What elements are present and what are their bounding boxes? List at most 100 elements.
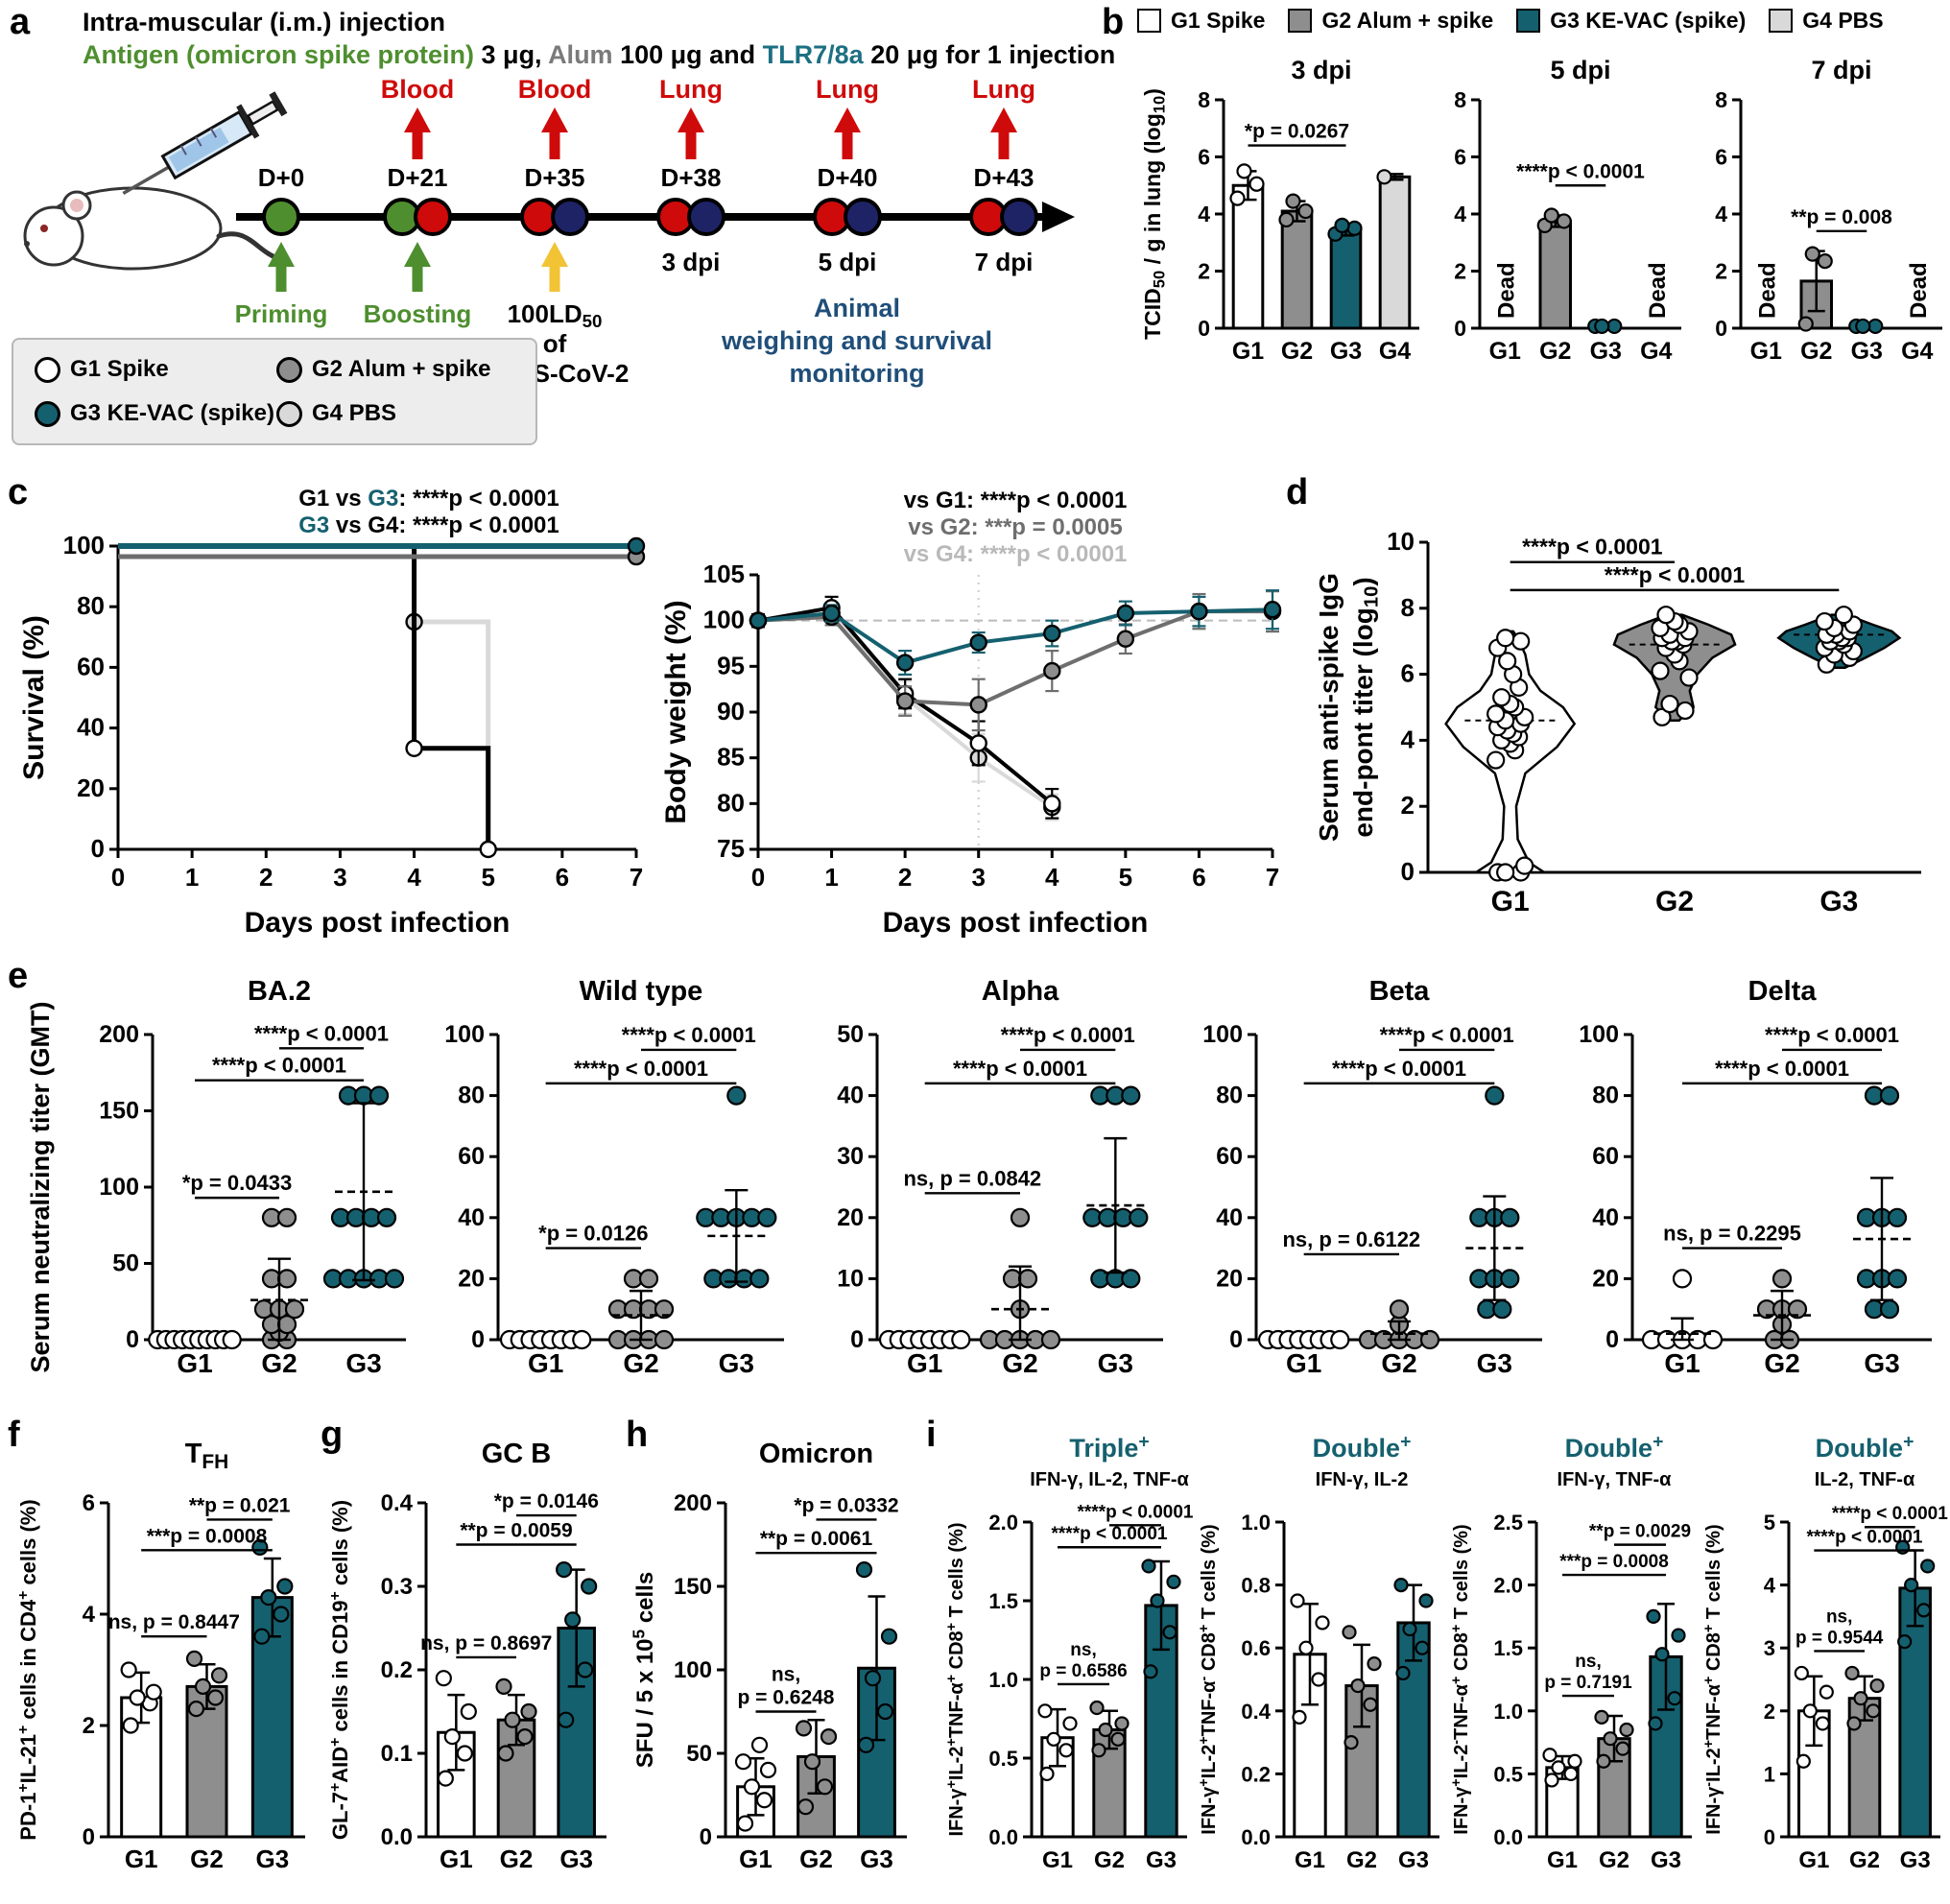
category-label: G2	[500, 1844, 534, 1873]
data-point	[855, 1561, 873, 1579]
bar-G3	[1329, 227, 1363, 330]
y-tick-label: 2.0	[1493, 1574, 1523, 1598]
sample-arrow-icon	[404, 107, 431, 132]
legend-swatch-icon	[1288, 9, 1313, 33]
chart-lung-titer-5dpi: 0 2 4 6 8 5 dpi Dead G1 G2 G3 Dead G4 ****p < 0.0001	[1432, 54, 1689, 374]
event-arrow-icon	[541, 242, 568, 267]
timeline-day-label: D+21	[388, 163, 448, 192]
category-label: G1	[907, 1348, 942, 1378]
series-G1 Spike	[118, 543, 491, 849]
y-tick-label: 100	[1202, 1021, 1243, 1048]
y-axis-label: end-pont titer (log10)	[1348, 577, 1383, 837]
y-tick-label: 3	[1764, 1636, 1775, 1660]
sample-label: Blood	[381, 75, 454, 104]
legend-swatch-icon	[1137, 9, 1161, 33]
category-label: G1	[1798, 1847, 1829, 1873]
timeline-day-label: D+0	[258, 163, 304, 192]
data-point	[1594, 318, 1610, 335]
data-point	[1853, 1691, 1868, 1706]
data-point	[222, 1329, 242, 1350]
significance-label: **p = 0.021	[189, 1494, 291, 1516]
series-marker	[1116, 630, 1135, 648]
heading-segment: 100 μg and	[612, 40, 763, 69]
data-point	[1017, 1269, 1038, 1289]
data-point	[1485, 1085, 1505, 1106]
series-marker	[749, 611, 768, 630]
y-axis-label: PD-1+IL-21+ cells in CD4+ cells (%)	[15, 1499, 40, 1840]
data-point	[456, 1745, 473, 1762]
significance-label: ns, p = 0.0842	[903, 1166, 1041, 1190]
data-point	[1486, 750, 1506, 770]
series-marker	[895, 692, 915, 710]
data-point	[1794, 1665, 1809, 1681]
data-point	[194, 1678, 212, 1695]
data-point	[1702, 1329, 1724, 1350]
data-point	[1887, 1269, 1908, 1289]
y-tick-label: 0.4	[1241, 1700, 1271, 1724]
y-axis-label: IFN-γ-IL-2+TNF-α+ CD8+ T cells (%)	[1701, 1524, 1724, 1834]
data-point	[1817, 252, 1833, 270]
timeline-node	[262, 198, 300, 236]
event-label: Priming	[235, 299, 328, 328]
chart-title: Double+	[1313, 1431, 1412, 1463]
significance-label: ns,	[772, 1664, 800, 1686]
y-tick-label: 5	[1764, 1511, 1775, 1535]
x-tick-label: 4	[1045, 863, 1059, 892]
chart-cd8-double-ifng-il2: 0.0 0.2 0.4 0.6 0.8 1.0 Double+ IFN-γ, IL-2 IFN-…	[1197, 1430, 1447, 1900]
data-point	[1395, 1665, 1411, 1681]
x-tick-label: 7	[630, 863, 643, 892]
data-point	[1141, 1559, 1156, 1574]
chart-title: GC B	[482, 1439, 552, 1469]
data-point	[1415, 1640, 1430, 1655]
data-point	[376, 1207, 397, 1227]
significance-label: p = 0.7191	[1544, 1673, 1632, 1693]
data-point	[253, 1628, 271, 1645]
category-label: G1	[440, 1844, 473, 1873]
data-point	[1393, 1578, 1409, 1593]
data-point	[1498, 652, 1517, 671]
y-axis-label: IFN-γ+IL-2+TNF-α+ CD8+ T cells (%)	[944, 1522, 967, 1836]
y-tick-label: 10	[1387, 527, 1415, 556]
data-point	[1039, 1766, 1055, 1781]
data-point	[1418, 1593, 1434, 1608]
y-tick-label: 0.2	[1241, 1762, 1271, 1786]
legend-item: G1 Spike	[1137, 8, 1265, 34]
data-point	[1110, 1731, 1126, 1747]
chart-lung-titer-7dpi: 0 2 4 6 8 7 dpi Dead G1 G2 G3 Dead G4 **p = 0.008	[1693, 54, 1950, 374]
y-tick-label: 2.0	[988, 1511, 1018, 1535]
data-point	[1802, 1703, 1818, 1719]
y-tick-label: 0.0	[381, 1824, 413, 1850]
data-point	[1342, 1625, 1357, 1640]
stat-annotation: vs G1: ****p < 0.0001	[904, 488, 1128, 513]
data-point	[497, 1745, 514, 1762]
data-point	[1615, 1741, 1630, 1756]
series-marker	[1043, 624, 1061, 643]
category-label: G2	[1281, 338, 1313, 365]
chart-title: Double+	[1816, 1431, 1914, 1463]
data-point	[749, 1269, 770, 1289]
data-point	[1844, 1665, 1860, 1681]
y-tick-label: 8	[1198, 87, 1210, 112]
y-tick-label: 1	[1764, 1762, 1775, 1786]
legend-label: G3 KE-VAC (spike)	[1550, 8, 1747, 33]
data-point	[1486, 704, 1506, 724]
category-label: G3	[1864, 1348, 1899, 1378]
category-label: G3	[1477, 1348, 1512, 1378]
y-tick-label: 1.0	[1493, 1700, 1523, 1724]
y-tick-label: 20	[77, 774, 105, 802]
sample-arrow-icon	[842, 131, 853, 159]
y-tick-label: 100	[99, 1174, 139, 1201]
y-tick-label: 6	[1198, 145, 1210, 170]
legend-label: G3 KE-VAC (spike)	[70, 400, 274, 426]
y-tick-label: 0.0	[1493, 1825, 1523, 1849]
series-G2 Alum + spike	[757, 609, 1272, 707]
x-tick-label: 5	[481, 863, 494, 892]
panel-label-h: h	[626, 1415, 649, 1455]
chart-survival: 0 20 40 60 80 100 Survival (%) Days post infect…	[14, 485, 655, 945]
series-marker	[1116, 604, 1135, 623]
data-point	[284, 1299, 305, 1320]
significance-label: ns,	[1575, 1652, 1601, 1672]
y-tick-label: 105	[703, 559, 745, 588]
y-axis-label: Survival (%)	[18, 615, 50, 780]
